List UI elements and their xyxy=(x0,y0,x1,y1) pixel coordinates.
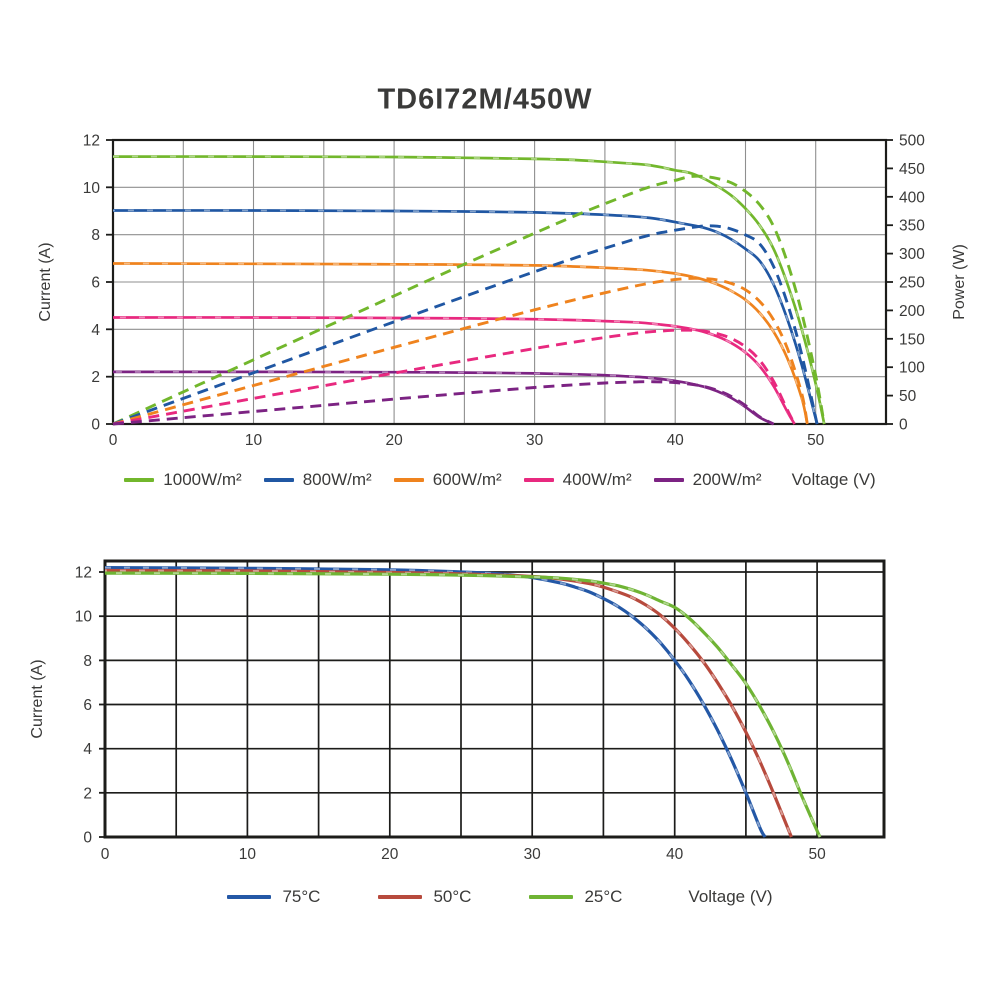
y-tick-label: 0 xyxy=(91,417,100,434)
irradiance-legend: 1000W/m² 800W/m² 600W/m² 400W/m² 200W/m² Volt… xyxy=(0,470,1000,490)
curve-600w-m-power xyxy=(112,276,809,426)
x-tick-label: 40 xyxy=(667,432,685,449)
legend-item-25-c: 25°C xyxy=(529,887,622,907)
legend-item-200w-m-: 200W/m² xyxy=(653,470,762,490)
legend-swatch xyxy=(653,478,684,482)
x-axis-label: Voltage (V) xyxy=(791,470,876,489)
curve-1000w-m-power xyxy=(112,174,826,426)
curve-overlay xyxy=(104,572,821,838)
top-y-axis-label: Current (A) xyxy=(37,242,54,322)
y2-tick-label: 50 xyxy=(899,388,917,405)
y2-tick-label: 400 xyxy=(899,189,925,206)
y2-tick-label: 500 xyxy=(899,133,925,150)
legend-label: 400W/m² xyxy=(562,470,632,489)
x-tick-label: 50 xyxy=(807,432,825,449)
y-tick-label: 8 xyxy=(91,227,100,244)
y2-tick-label: 250 xyxy=(899,275,925,292)
x-tick-label: 50 xyxy=(808,846,826,863)
x-tick-label: 20 xyxy=(385,432,403,449)
legend-swatch xyxy=(227,895,272,899)
x-tick-label: 0 xyxy=(101,846,110,863)
y-tick-label: 6 xyxy=(91,275,100,292)
curve-200w-m-power xyxy=(112,380,775,426)
y-tick-label: 2 xyxy=(83,785,92,802)
bottom-y-axis-label: Current (A) xyxy=(29,659,46,739)
x-tick-label: 10 xyxy=(245,432,263,449)
y-tick-label: 12 xyxy=(75,565,92,582)
curve-800w-m- xyxy=(112,209,819,425)
legend-swatch xyxy=(393,478,424,482)
y2-tick-label: 300 xyxy=(899,246,925,263)
legend-label: 1000W/m² xyxy=(163,470,242,489)
y-tick-label: 10 xyxy=(83,180,101,197)
legend-swatch xyxy=(523,478,554,482)
legend-label: 800W/m² xyxy=(302,470,372,489)
x-tick-label: 20 xyxy=(381,846,399,863)
curve-overlay xyxy=(112,155,825,425)
legend-item-600w-m-: 600W/m² xyxy=(393,470,502,490)
y-tick-label: 6 xyxy=(83,697,92,714)
x-tick-label: 30 xyxy=(526,432,544,449)
y-tick-label: 12 xyxy=(83,133,100,150)
legend-swatch xyxy=(378,895,423,899)
page-title: TD6I72M/450W xyxy=(377,83,593,116)
legend-label: 200W/m² xyxy=(692,470,762,489)
curve-75-c xyxy=(104,566,767,838)
legend-swatch xyxy=(124,478,155,482)
legend-swatch xyxy=(529,895,574,899)
x-tick-label: 30 xyxy=(524,846,542,863)
x-axis-label: Voltage (V) xyxy=(688,887,773,906)
plot-frame xyxy=(103,559,886,839)
legend-label: 600W/m² xyxy=(432,470,502,489)
legend-item-1000w-m-: 1000W/m² xyxy=(124,470,242,490)
legend-item-75-c: 75°C xyxy=(227,887,320,907)
legend-item-800w-m-: 800W/m² xyxy=(263,470,372,490)
y-tick-label: 2 xyxy=(91,369,100,386)
legend-label: 25°C xyxy=(584,887,623,906)
curve-600w-m- xyxy=(112,262,809,425)
y2-tick-label: 200 xyxy=(899,303,925,320)
legend-item-400w-m-: 400W/m² xyxy=(523,470,632,490)
y2-tick-label: 100 xyxy=(899,360,925,377)
y2-tick-label: 0 xyxy=(899,417,908,434)
curve-overlay xyxy=(104,566,766,838)
legend-swatch xyxy=(263,478,294,482)
x-tick-label: 10 xyxy=(239,846,257,863)
y-tick-label: 10 xyxy=(75,609,93,626)
x-tick-label: 0 xyxy=(109,432,118,449)
y2-tick-label: 150 xyxy=(899,331,925,348)
legend-item-50-c: 50°C xyxy=(378,887,471,907)
top-y2-axis-label: Power (W) xyxy=(951,244,968,320)
legend-label: 50°C xyxy=(433,887,472,906)
curve-400w-m- xyxy=(112,316,796,425)
y-tick-label: 4 xyxy=(91,322,100,339)
y-tick-label: 0 xyxy=(83,830,92,847)
y-tick-label: 4 xyxy=(83,741,92,758)
legend-label: 75°C xyxy=(282,887,321,906)
y2-tick-label: 350 xyxy=(899,218,925,235)
y-tick-label: 8 xyxy=(83,653,92,670)
curve-400w-m-power xyxy=(112,328,796,426)
y2-tick-label: 450 xyxy=(899,161,925,178)
x-tick-label: 40 xyxy=(666,846,684,863)
temperature-legend: 75°C 50°C 25°C Voltage (V) xyxy=(0,887,1000,907)
